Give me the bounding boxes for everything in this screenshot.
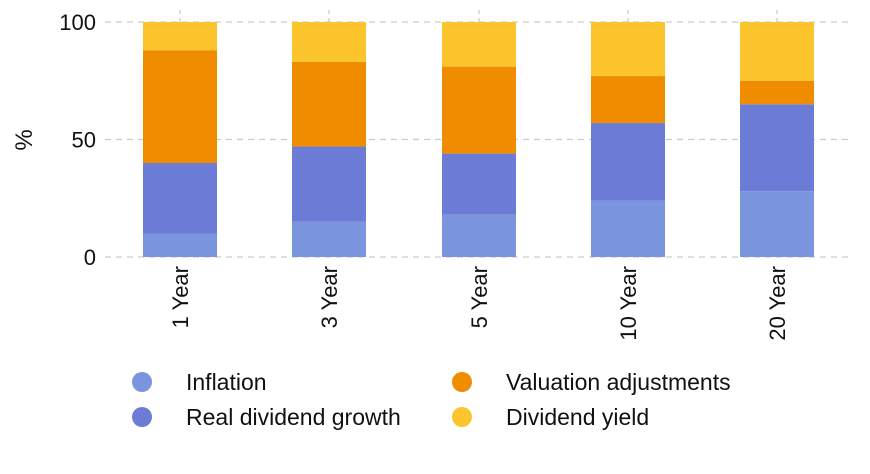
bar-segment-real-dividend-growth: [292, 146, 366, 222]
x-tick-label: 1 Year: [168, 266, 193, 328]
bar-segment-inflation: [740, 191, 814, 257]
bar-segment-dividend-yield: [442, 22, 516, 67]
bar-segment-dividend-yield: [292, 22, 366, 62]
x-tick-label: 10 Year: [616, 266, 641, 341]
bar-segment-valuation-adjustments: [143, 50, 217, 164]
bar-segment-valuation-adjustments: [442, 66, 516, 154]
bar-segment-real-dividend-growth: [442, 153, 516, 215]
bars-layer: [143, 22, 814, 257]
bar-segment-dividend-yield: [143, 22, 217, 51]
y-axis-label: %: [11, 129, 38, 150]
bar-segment-inflation: [292, 221, 366, 257]
y-tick-label: 0: [84, 245, 96, 270]
legend-swatch: [452, 407, 472, 427]
bar-segment-dividend-yield: [591, 22, 665, 77]
legend-swatch: [132, 372, 152, 392]
bar-segment-real-dividend-growth: [143, 163, 217, 234]
legend-swatch: [452, 372, 472, 392]
x-tick-label: 20 Year: [765, 266, 790, 341]
legend-label: Inflation: [186, 369, 267, 395]
x-tick-label: 3 Year: [317, 266, 342, 328]
x-axis: 1 Year 3 Year 5 Year 10 Year 20 Year: [168, 266, 790, 341]
legend-label: Real dividend growth: [186, 404, 401, 430]
bar-segment-valuation-adjustments: [591, 76, 665, 124]
legend-swatch: [132, 407, 152, 427]
legend-label: Dividend yield: [506, 404, 649, 430]
legend-label: Valuation adjustments: [506, 369, 731, 395]
bar-segment-valuation-adjustments: [292, 61, 366, 147]
bar-segment-inflation: [442, 214, 516, 257]
grid-layer: [105, 10, 852, 258]
bar-segment-inflation: [591, 200, 665, 257]
y-axis: % 0 50 100: [11, 10, 96, 270]
y-tick-label: 50: [72, 128, 96, 153]
legend: Inflation Real dividend growth Valuation a…: [132, 369, 731, 430]
bar-segment-dividend-yield: [740, 22, 814, 81]
x-tick-label: 5 Year: [467, 266, 492, 328]
y-tick-label: 100: [59, 10, 96, 35]
bar-segment-real-dividend-growth: [591, 123, 665, 201]
bar-segment-valuation-adjustments: [740, 80, 814, 105]
bar-segment-inflation: [143, 233, 217, 257]
bar-segment-real-dividend-growth: [740, 104, 814, 192]
